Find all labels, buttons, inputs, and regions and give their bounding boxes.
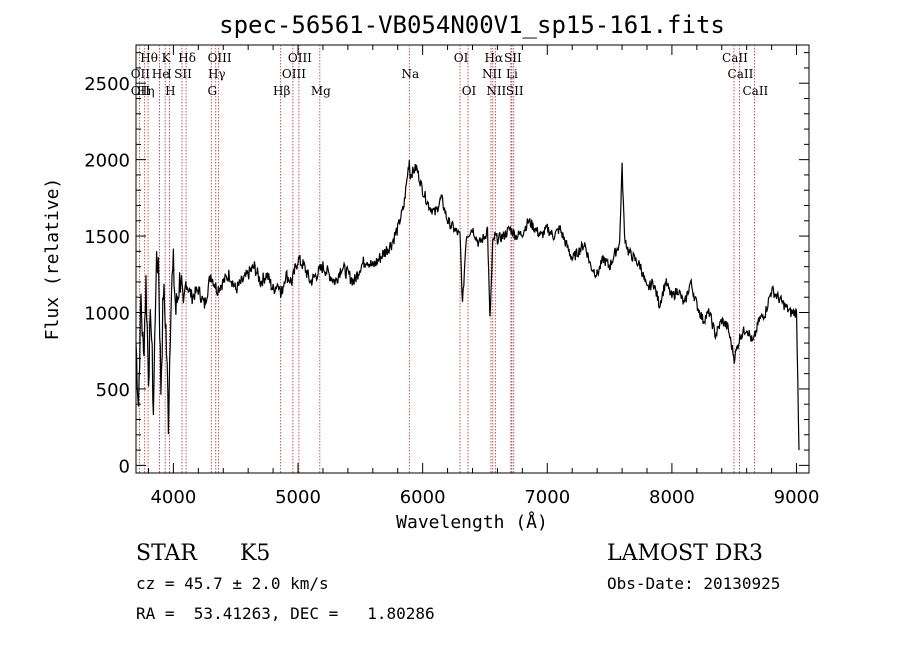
line-label-row1-4: OIII — [288, 51, 312, 65]
ra-dec-coordinates: RA = 53.41263, DEC = 1.80286 — [136, 604, 435, 623]
line-label-row1-7: SII — [504, 51, 522, 65]
info-block: STAR K5 LAMOST DR3 cz = 45.7 ± 2.0 km/s … — [136, 541, 780, 623]
survey-name: LAMOST DR3 — [607, 541, 763, 566]
line-label-row3-3: G — [207, 84, 217, 98]
x-tick-label-5000: 5000 — [275, 487, 321, 508]
line-label-row2-9: CaII — [728, 67, 754, 81]
line-label-row2-8: Li — [506, 67, 518, 81]
y-tick-label-0: 0 — [119, 456, 130, 477]
line-label-row3-9: CaII — [742, 84, 768, 98]
y-axis-label: Flux (relative) — [42, 178, 63, 341]
chart-title: spec-56561-VB054N00V1_sp15-161.fits — [219, 11, 725, 39]
redshift-cz: cz = 45.7 ± 2.0 km/s — [136, 574, 329, 593]
plot-frame — [135, 44, 810, 474]
x-tick-label-9000: 9000 — [774, 487, 820, 508]
line-label-row2-3: SII — [174, 67, 192, 81]
object-subclass: K5 — [240, 541, 270, 566]
line-label-row1-0: Hθ — [140, 51, 158, 65]
line-label-row1-2: Hδ — [178, 51, 196, 65]
spectral-line-markers — [138, 45, 755, 473]
line-label-row1-1: K — [162, 51, 172, 65]
y-tick-label-1000: 1000 — [84, 304, 130, 325]
line-label-row3-1: Hη — [137, 84, 155, 98]
line-label-row3-2: H — [165, 84, 175, 98]
line-label-row1-3: OIII — [208, 51, 232, 65]
y-tick-label-2500: 2500 — [84, 74, 130, 95]
line-label-row2-4: Hγ — [208, 67, 226, 81]
x-axis-label: Wavelength (Å) — [396, 511, 548, 533]
y-tick-label-2000: 2000 — [84, 151, 130, 172]
y-tick-label-500: 500 — [96, 380, 130, 401]
spectrum-series-line — [135, 160, 800, 451]
object-class: STAR — [136, 541, 198, 566]
plot-area-border — [135, 44, 810, 474]
line-label-row2-7: NII — [482, 67, 502, 81]
line-label-row3-8: SII — [506, 84, 524, 98]
line-label-row3-5: Mg — [311, 84, 331, 98]
y-tick-label-1500: 1500 — [84, 227, 130, 248]
line-label-row2-6: Na — [401, 67, 419, 81]
line-label-row2-1: He — [152, 67, 170, 81]
line-label-row3-4: Hβ — [273, 84, 290, 98]
x-tick-label-8000: 8000 — [649, 487, 695, 508]
line-label-row2-2: I — [167, 67, 172, 81]
line-label-row2-0: OII — [131, 67, 151, 81]
line-label-row3-0: OII — [131, 84, 151, 98]
line-label-row2-5: OIII — [282, 67, 306, 81]
axis-ticks: 4000 5000 6000 7000 8000 9000 0 500 1000 1500 2000… — [84, 45, 819, 508]
line-label-row3-6: OI — [462, 84, 477, 98]
line-label-row1-5: OI — [454, 51, 469, 65]
x-tick-label-6000: 6000 — [400, 487, 446, 508]
line-label-row1-6: Hα — [485, 51, 504, 65]
line-label-row1-8: CaII — [722, 51, 748, 65]
x-tick-label-7000: 7000 — [524, 487, 570, 508]
observation-date: Obs-Date: 20130925 — [607, 574, 780, 593]
x-tick-label-4000: 4000 — [150, 487, 196, 508]
line-label-row3-7: NII — [486, 84, 506, 98]
